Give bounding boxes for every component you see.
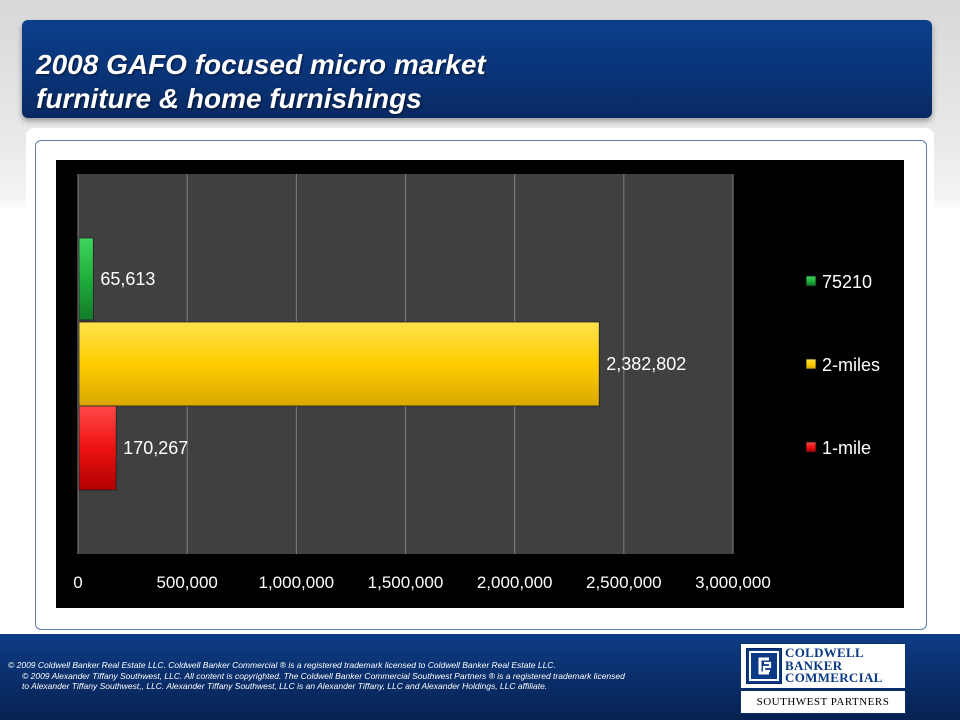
legend-swatch [805,358,817,370]
slide-title: 2008 GAFO focused micro market furniture… [36,48,486,116]
bar-2-miles [78,321,600,407]
legend-label: 2-miles [822,355,880,375]
logo-subtitle: SOUTHWEST PARTNERS [740,690,906,714]
data-label: 65,613 [100,269,155,289]
x-tick-label: 500,000 [156,573,217,592]
x-tick-label: 1,000,000 [259,573,335,592]
logo-word-3: COMMERCIAL [785,670,883,685]
x-tick-label: 1,500,000 [368,573,444,592]
x-tick-label: 2,500,000 [586,573,662,592]
bar-1-mile [78,405,117,491]
x-tick-label: 3,000,000 [695,573,771,592]
x-tick-label: 0 [73,573,82,592]
coldwell-banker-logo: COLDWELL BANKER COMMERCIAL [740,643,906,689]
slide-title-line1: 2008 GAFO focused micro market [36,49,486,80]
x-tick-label: 2,000,000 [477,573,553,592]
cb-emblem-icon [746,648,782,684]
legend-label: 75210 [822,272,872,292]
bar-chart: 65,613 2,382,802 170,267 0 500,000 1,000,000… [56,160,904,608]
logo-wordmark: COLDWELL BANKER COMMERCIAL [785,645,883,685]
legend-swatch [805,441,817,453]
title-bar: 2008 GAFO focused micro market furniture… [22,20,932,118]
logo-word-1: COLDWELL [785,645,864,660]
legend-label: 1-mile [822,438,871,458]
copyright-notice: © 2009 Coldwell Banker Real Estate LLC. … [8,660,728,692]
legend-swatch [805,275,817,287]
slide-title-line2: furniture & home furnishings [36,83,422,114]
data-label: 2,382,802 [606,354,686,374]
copyright-line2: © 2009 Alexander Tiffany Southwest, LLC.… [22,670,625,681]
bar-75210 [78,237,94,321]
logo-word-2: BANKER [785,657,843,673]
data-label: 170,267 [123,438,188,458]
copyright-line1: © 2009 Coldwell Banker Real Estate LLC. … [8,660,556,670]
copyright-line3: to Alexander Tiffany Southwest,, LLC. Al… [22,681,548,691]
